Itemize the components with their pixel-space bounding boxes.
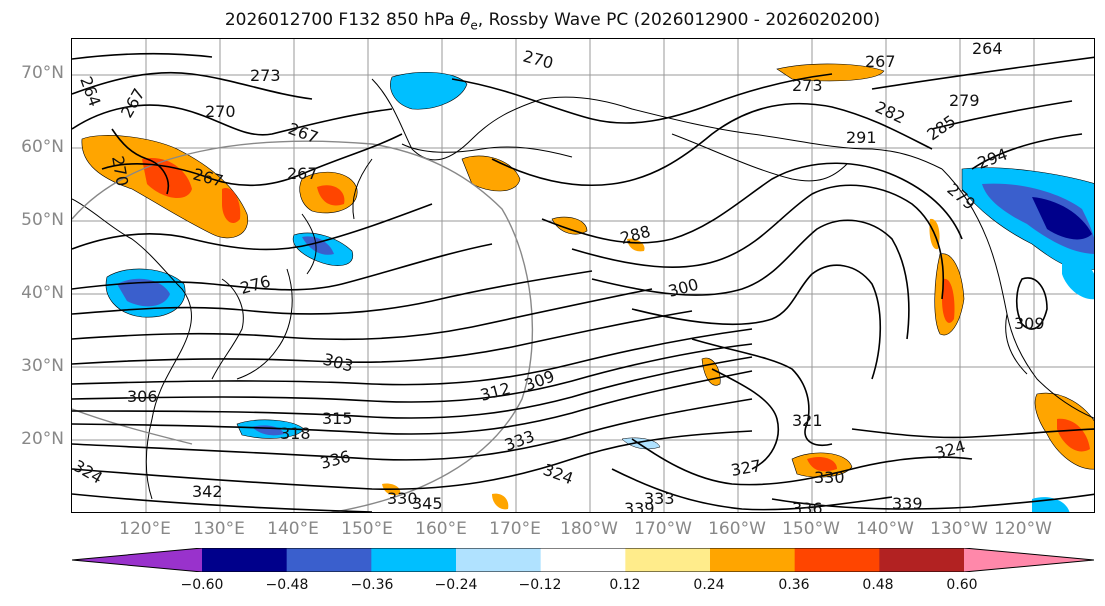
lon-label: 140°E [267,519,319,539]
lat-label-50n: 50°N [21,210,64,230]
contour-label: 339 [624,499,655,513]
contour-label: 309 [1014,314,1045,333]
lon-label: 150°E [341,519,393,539]
colorbar-tick-label: −0.60 [180,577,224,593]
colorbar-segment [456,548,542,572]
lat-label-40n: 40°N [21,283,64,303]
contour-label: 291 [846,128,877,147]
colorbar-segments [72,548,1094,572]
colorbar [72,548,1094,572]
wave-path-lines [72,140,534,512]
contour-label: 267 [287,164,318,183]
contour-label: 336 [792,499,823,513]
colorbar-segment [286,548,372,572]
lon-label: 170°E [489,519,541,539]
colorbar-tick-label: −0.12 [518,577,562,593]
contour-label: 318 [280,424,311,443]
contour-label: 300 [666,275,700,301]
colorbar-segment [202,548,288,572]
theta-e-contours [72,52,1094,512]
contour-label: 270 [521,47,555,73]
contour-label: 327 [729,456,762,480]
contour-label: 270 [205,102,236,121]
map-panel: 264 267 273 270 270 267 264 267 273 282 … [71,38,1095,513]
colorbar-tick-label: −0.24 [434,577,478,593]
contour-label: 306 [127,387,158,406]
colorbar-segment [540,548,626,572]
colorbar-tick-label: 0.24 [693,577,725,593]
contour-label: 264 [76,74,104,109]
lon-label: 160°W [708,519,766,539]
contour-label: 303 [321,350,355,376]
lon-label: 130°W [930,519,988,539]
contour-label: 321 [792,411,823,430]
contour-label: 285 [923,111,959,144]
colorbar-tick-label: 0.48 [862,577,894,593]
colorbar-extend-low [72,548,202,572]
colorbar-segment [710,548,796,572]
lon-label: 150°W [782,519,840,539]
lon-label: 130°E [193,519,245,539]
contour-label: 324 [933,437,967,463]
contour-label: 273 [250,66,281,85]
title-suffix: , Rossby Wave PC (2026012900 - 202602020… [477,10,881,30]
lat-label-60n: 60°N [21,137,64,157]
theta-symbol: θ [460,10,471,30]
lon-label: 170°W [634,519,692,539]
title-text: 2026012700 F132 850 hPa [224,10,460,30]
lon-label: 140°W [856,519,914,539]
contour-label: 312 [478,379,512,405]
colorbar-segment [625,548,711,572]
colorbar-tick-label: 0.36 [778,577,810,593]
theta-subscript: e [470,18,478,33]
contour-label: 264 [972,39,1003,58]
lon-label: 160°E [415,519,467,539]
lat-label-70n: 70°N [21,63,64,83]
colorbar-segment [879,548,965,572]
contour-label: 345 [412,494,443,513]
colorbar-tick-label: −0.36 [350,577,394,593]
contour-label: 309 [522,366,557,394]
contour-label: 333 [502,426,537,454]
contour-label: 267 [865,52,896,71]
contour-label: 273 [792,76,823,95]
lon-label: 120°E [119,519,171,539]
colorbar-tick-label: 0.12 [609,577,641,593]
lat-label-30n: 30°N [21,356,64,376]
colorbar-segment [371,548,457,572]
contour-label: 330 [387,489,418,508]
contour-label: 267 [117,85,149,121]
lon-label: 120°W [994,519,1052,539]
map-svg: 264 267 273 270 270 267 264 267 273 282 … [72,39,1094,513]
contour-label: 315 [322,409,353,428]
colorbar-segment [794,548,880,572]
lat-label-20n: 20°N [21,429,64,449]
colorbar-tick-label: −0.48 [265,577,309,593]
colorbar-extend-high [964,548,1094,572]
colorbar-tick-label: 0.60 [946,577,978,593]
lon-label: 180°W [560,519,618,539]
contour-label: 324 [541,460,576,488]
contour-label: 279 [949,91,980,110]
contour-label: 339 [892,494,923,513]
contour-label: 342 [192,482,223,501]
contour-label: 324 [72,456,106,488]
contour-label: 288 [618,222,652,248]
contour-label: 333 [644,489,675,508]
contour-label: 336 [318,447,352,473]
plot-title: 2026012700 F132 850 hPa θe, Rossby Wave … [0,10,1105,32]
contour-label: 330 [814,468,845,487]
coastlines [72,78,1094,500]
contour-label: 270 [108,154,132,187]
